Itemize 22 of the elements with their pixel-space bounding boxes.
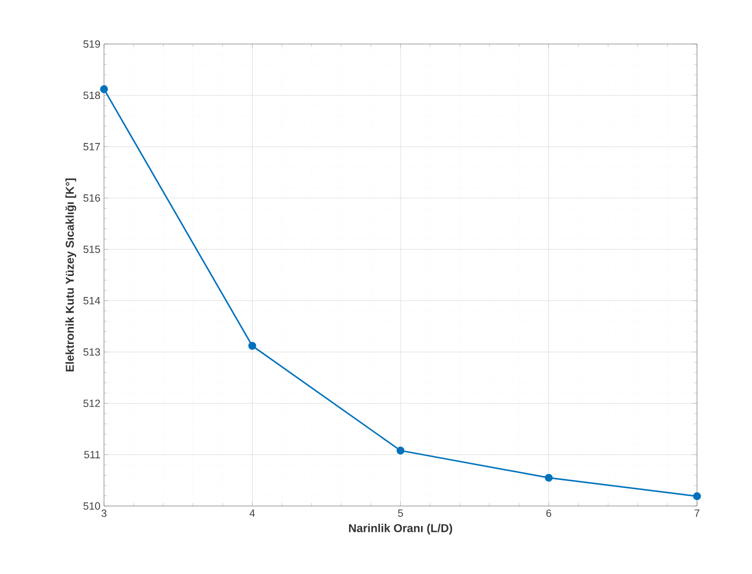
y-axis-title: Elektronik Kutu Yüzey Sıcaklığı [K°] (65, 178, 76, 372)
point (693, 492, 701, 500)
y-tick-label: 516 (83, 194, 100, 202)
point (544, 474, 553, 482)
y-tick-label: 513 (83, 348, 100, 356)
y-tick-label: 514 (83, 297, 100, 304)
y-tick-label: 511 (84, 451, 100, 458)
y-tick-label: 515 (83, 246, 100, 253)
x-tick-label: 7 (694, 510, 700, 517)
y-tick-label: 517 (83, 143, 100, 150)
y-tick-label: 512 (83, 400, 100, 408)
x-tick-label: 3 (101, 510, 106, 517)
point (248, 342, 256, 350)
point (100, 85, 108, 94)
y-tick-label: 510 (83, 502, 100, 510)
x-axis-title: Narinlik Oranı (L/D) (349, 524, 452, 534)
x-tick-label: 4 (250, 510, 255, 517)
x-tick-label: 6 (546, 510, 552, 517)
y-tick-label: 519 (83, 40, 100, 48)
x-tick-label: 5 (398, 510, 403, 517)
point (396, 446, 404, 454)
y-tick-label: 518 (83, 92, 100, 100)
